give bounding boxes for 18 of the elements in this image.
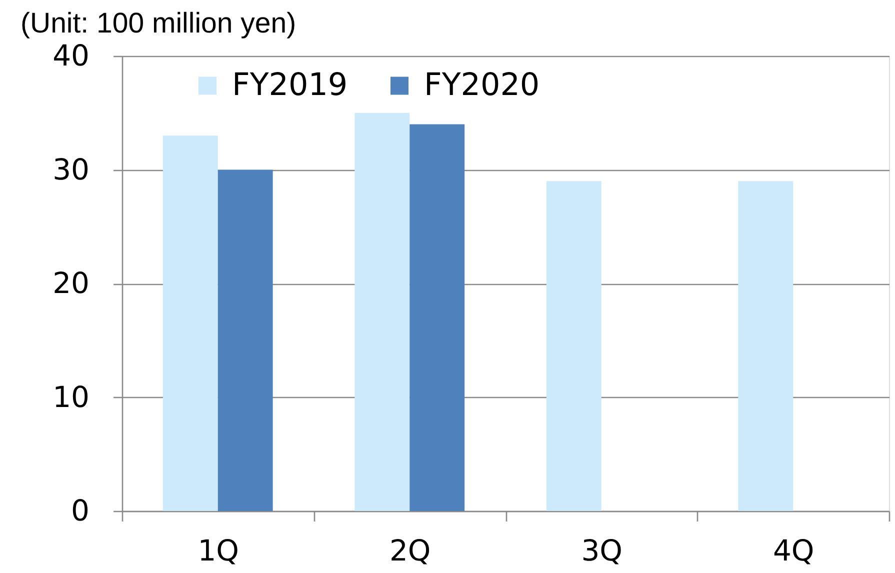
x-tick-label: 2Q [389,534,431,568]
bar [218,170,273,511]
bar [738,181,794,511]
legend-label: FY2020 [424,66,540,103]
y-axis-title: (Unit: 100 million yen) [20,8,296,40]
x-tick-label: 1Q [198,534,240,568]
y-tick-label: 0 [71,494,90,528]
x-tick-label: 4Q [772,534,814,568]
y-tick-label: 30 [52,152,90,186]
y-tick-label: 40 [52,38,90,72]
legend-label: FY2019 [232,66,348,103]
bar [162,136,218,511]
y-tick-label: 10 [52,380,90,414]
bar [354,112,410,511]
bar [546,181,602,511]
y-tick-label: 20 [52,266,90,300]
x-tick-label: 3Q [581,534,623,568]
bar [410,124,465,511]
